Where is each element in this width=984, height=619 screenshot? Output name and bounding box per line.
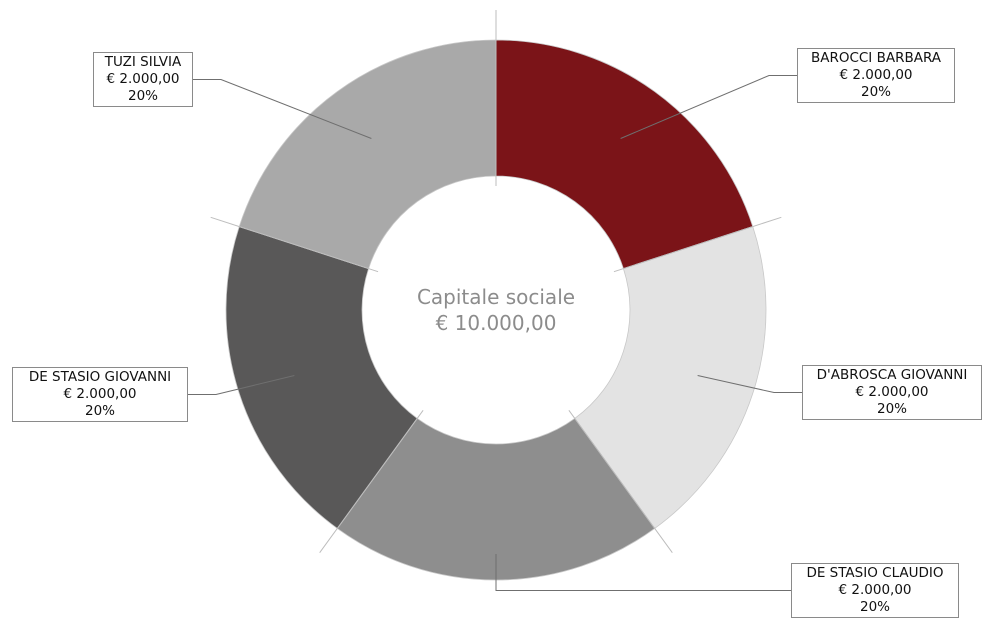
center-value: € 10.000,00 — [435, 311, 557, 335]
leader-line-barocci-barbara — [620, 75, 797, 139]
leader-line-de-stasio-claudio — [495, 554, 791, 591]
slice-label-barocci-barbara: BAROCCI BARBARA € 2.000,00 20% — [797, 48, 955, 103]
donut-slice-de-stasio-claudio — [336, 417, 656, 581]
slice-label-amount: € 2.000,00 — [839, 67, 913, 83]
leader-line-de-stasio-giovanni — [188, 375, 295, 395]
slice-label-name: TUZI SILVIA — [104, 54, 182, 70]
slice-divider-tick — [613, 216, 782, 273]
leader-line-tuzi-silvia — [193, 79, 372, 139]
donut-slice-de-stasio-giovanni — [225, 226, 418, 529]
slice-divider-tick — [319, 410, 424, 553]
slice-label-percent: 20% — [127, 88, 158, 104]
slice-label-amount: € 2.000,00 — [63, 386, 137, 402]
center-label: Capitale sociale € 10.000,00 — [396, 284, 596, 336]
center-title: Capitale sociale — [416, 285, 576, 309]
label-leader-lines — [188, 75, 802, 591]
slice-label-amount: € 2.000,00 — [855, 384, 929, 400]
donut-slice-barocci-barbara — [495, 39, 754, 270]
slice-label-dabrosca-giovanni: D'ABROSCA GIOVANNI € 2.000,00 20% — [802, 365, 982, 420]
slice-divider-tick — [568, 410, 673, 553]
leader-line-dabrosca-giovanni — [697, 375, 802, 393]
donut-slice-dabrosca-giovanni — [574, 226, 767, 529]
slice-label-amount: € 2.000,00 — [106, 71, 180, 87]
donut-slices — [225, 39, 767, 581]
slice-label-amount: € 2.000,00 — [838, 582, 912, 598]
donut-slice-tuzi-silvia — [238, 39, 497, 270]
slice-label-name: DE STASIO GIOVANNI — [28, 369, 172, 385]
slice-divider-ticks — [210, 10, 782, 553]
slice-label-tuzi-silvia: TUZI SILVIA € 2.000,00 20% — [93, 52, 193, 107]
slice-label-de-stasio-claudio: DE STASIO CLAUDIO € 2.000,00 20% — [791, 563, 959, 618]
slice-label-name: D'ABROSCA GIOVANNI — [816, 367, 968, 383]
slice-label-de-stasio-giovanni: DE STASIO GIOVANNI € 2.000,00 20% — [12, 367, 188, 422]
slice-label-name: BAROCCI BARBARA — [810, 50, 942, 66]
slice-label-percent: 20% — [860, 84, 891, 100]
slice-divider-tick — [210, 216, 379, 273]
slice-label-percent: 20% — [84, 403, 115, 419]
slice-label-percent: 20% — [859, 599, 890, 615]
slice-label-name: DE STASIO CLAUDIO — [806, 565, 944, 581]
slice-label-percent: 20% — [876, 401, 907, 417]
